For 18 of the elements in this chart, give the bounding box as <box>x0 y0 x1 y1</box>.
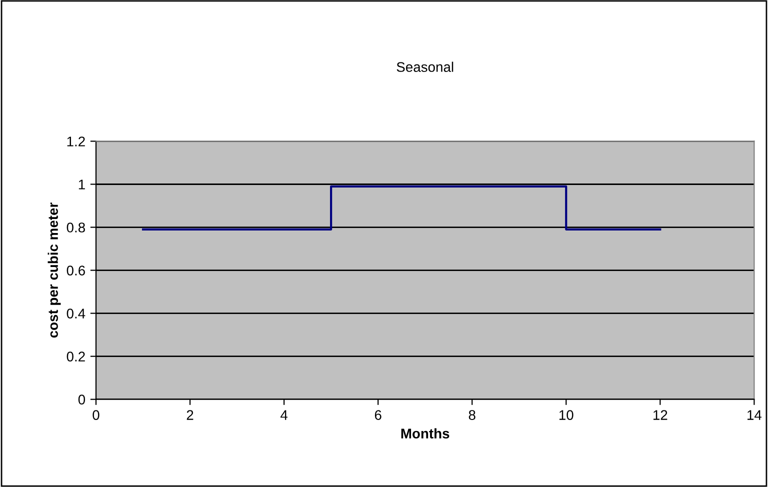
y-axis-title: cost per cubic meter <box>48 202 61 338</box>
x-tick-label: 4 <box>280 410 288 420</box>
y-tick-label: 1 <box>78 180 85 190</box>
x-tick-label: 10 <box>559 410 574 420</box>
x-tick-label: 8 <box>468 410 476 420</box>
y-tick-label: 0.8 <box>66 222 85 232</box>
x-tick-label: 6 <box>374 410 382 420</box>
y-tick-label: 0.6 <box>66 266 85 276</box>
x-tick-label: 2 <box>186 410 194 420</box>
y-tick-label: 0.4 <box>66 308 86 318</box>
x-tick-label: 12 <box>653 410 668 420</box>
x-axis-title: Months <box>401 428 450 438</box>
y-tick-label: 0.2 <box>66 352 85 362</box>
y-tick-label: 0 <box>78 394 86 405</box>
chart-title: Seasonal <box>396 62 454 72</box>
y-tick-label: 1.2 <box>67 136 85 146</box>
x-tick-label: 14 <box>748 410 762 420</box>
x-tick-label: 0 <box>92 410 100 420</box>
